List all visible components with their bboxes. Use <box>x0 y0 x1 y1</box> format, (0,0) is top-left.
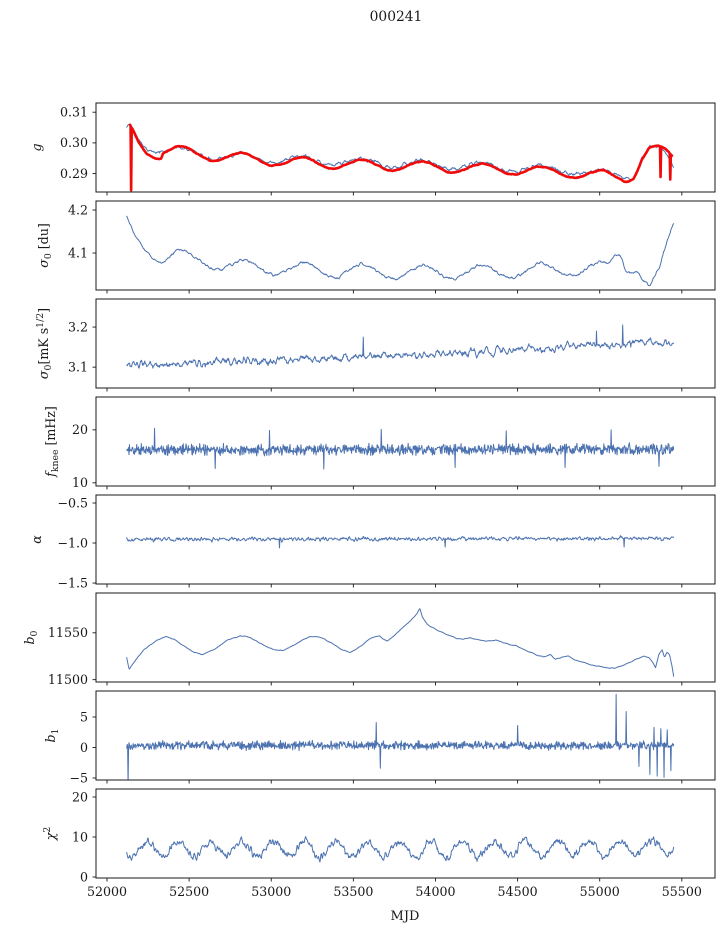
y-tick-label: 0.30 <box>60 135 88 150</box>
series-b1 <box>126 693 675 780</box>
panel-frame <box>95 690 716 781</box>
panel-frame <box>95 788 716 879</box>
y-axis-label-sigma0_mk: σ0[mK s1/2] <box>35 308 54 379</box>
y-axis-label-chi2: χ2 <box>42 827 58 842</box>
y-tick-label: −1.5 <box>57 575 88 590</box>
y-tick-label: 20 <box>72 422 88 437</box>
panel-frame <box>95 298 716 389</box>
panels-group: 0.29 0.30 0.31 g 4.1 4.2 σ0 [du] 3.1 3.2 σ0[mK s1… <box>22 102 716 899</box>
y-axis-label-b0: b0 <box>22 630 40 644</box>
y-tick-label: 10 <box>72 829 88 844</box>
y-tick-label: 3.2 <box>68 319 88 334</box>
panel-alpha: −1.5 −1.0 −0.5 α <box>29 494 716 590</box>
series-alpha <box>126 535 675 549</box>
series-fknee <box>126 427 675 470</box>
series-sigma0_du <box>126 215 675 287</box>
y-tick-label: 10 <box>72 475 88 490</box>
y-tick-label: −1.0 <box>57 535 88 550</box>
series-sigma0_mk <box>126 324 675 369</box>
y-tick-label: 11550 <box>48 625 88 640</box>
x-tick-label: 52000 <box>87 884 127 899</box>
series-b0 <box>126 608 675 677</box>
y-tick-label: 4.2 <box>68 202 88 217</box>
y-tick-label: 0 <box>80 740 88 755</box>
y-tick-label: 4.1 <box>68 245 88 260</box>
panel-frame <box>95 494 716 585</box>
panel-frame <box>95 102 716 193</box>
x-axis-label: MJD <box>391 909 420 924</box>
x-tick-label: 53000 <box>251 884 291 899</box>
y-tick-label: 20 <box>72 789 88 804</box>
panel-frame <box>95 200 716 291</box>
y-axis-label-fknee: fknee [mHz] <box>43 406 61 478</box>
y-axis-label-sigma0_du: σ0 [du] <box>36 223 54 268</box>
y-tick-label: −5 <box>69 770 88 785</box>
y-axis-label-g: g <box>29 143 44 151</box>
panel-g: 0.29 0.30 0.31 g <box>29 102 716 196</box>
x-tick-label: 55000 <box>580 884 620 899</box>
panel-frame <box>95 592 716 683</box>
panel-sigma0_mk: 3.1 3.2 σ0[mK s1/2] <box>35 298 716 392</box>
series-chi2 <box>126 836 675 863</box>
panel-fknee: 10 20 fknee [mHz] <box>43 396 716 490</box>
y-tick-label: 0.31 <box>60 105 88 120</box>
panel-b1: −5 0 5 b1 <box>43 690 716 785</box>
x-tick-label: 55500 <box>662 884 702 899</box>
series-gain_model <box>128 123 674 192</box>
y-axis-label-b1: b1 <box>43 729 61 743</box>
panel-frame <box>95 396 716 487</box>
panel-b0: 11500 11550 b0 <box>22 592 716 687</box>
x-tick-label: 53500 <box>333 884 373 899</box>
x-tick-label: 54000 <box>415 884 455 899</box>
chart-title: 000241 <box>370 9 423 25</box>
y-tick-label: 11500 <box>48 672 88 687</box>
y-axis-label-alpha: α <box>29 535 44 544</box>
panel-chi2: 0 10 20 52000 52500 53000 53500 54000 54500 55000… <box>42 788 716 899</box>
x-tick-label: 54500 <box>498 884 538 899</box>
y-tick-label: −0.5 <box>57 495 88 510</box>
y-tick-label: 5 <box>80 709 88 724</box>
y-tick-label: 0.29 <box>60 166 88 181</box>
x-tick-label: 52500 <box>169 884 209 899</box>
y-tick-label: 3.1 <box>68 359 88 374</box>
panel-sigma0_du: 4.1 4.2 σ0 [du] <box>36 200 716 294</box>
y-tick-label: 0 <box>80 869 88 884</box>
